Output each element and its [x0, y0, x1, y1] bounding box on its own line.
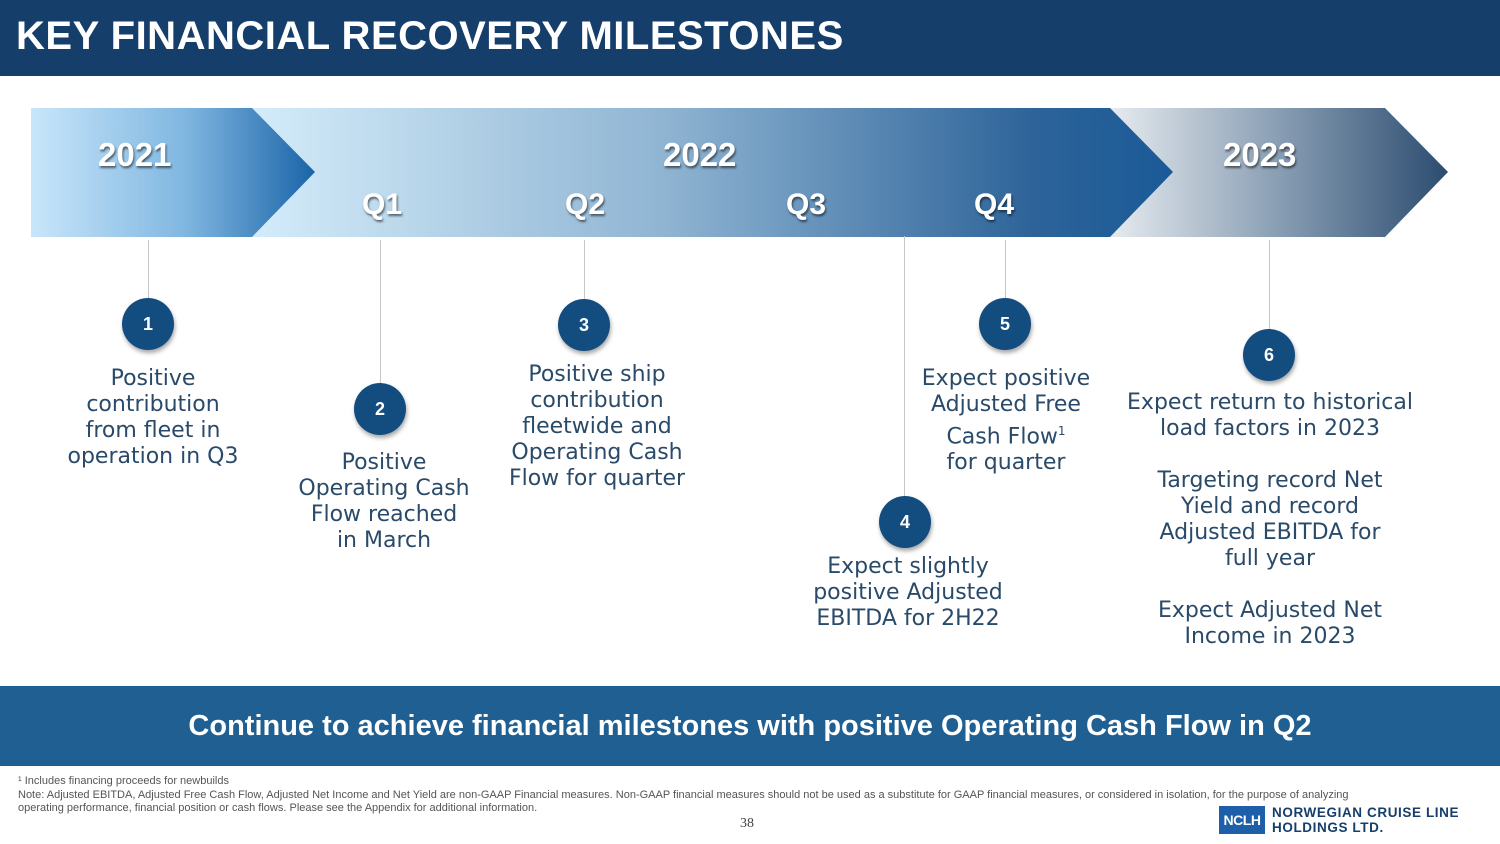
footnotes: ¹ Includes financing proceeds for newbui… — [18, 775, 1378, 816]
milestone-5-badge: 5 — [979, 298, 1031, 350]
milestone-3-text: Positive ship contribution fleetwide and… — [497, 362, 697, 492]
year-2022-label: 2022 — [663, 136, 737, 173]
page-number: 38 — [740, 816, 754, 831]
quarter-q1-label: Q1 — [362, 188, 403, 221]
page-title: KEY FINANCIAL RECOVERY MILESTONES — [16, 14, 844, 58]
milestone-6-badge: 6 — [1243, 329, 1295, 381]
logo-line-1: NORWEGIAN CRUISE LINE — [1272, 805, 1460, 820]
milestone-6-line: Expect return to historical — [1127, 390, 1413, 415]
year-2021-label: 2021 — [98, 136, 172, 173]
milestone-4-line: positive Adjusted — [813, 580, 1003, 605]
milestone-5-line: Expect positive — [921, 366, 1091, 391]
milestone-5-connector — [1005, 240, 1006, 300]
company-logo: NCLH NORWEGIAN CRUISE LINE HOLDINGS LTD. — [1219, 804, 1459, 836]
milestone-4-badge: 4 — [879, 496, 931, 548]
milestone-1-badge: 1 — [122, 298, 174, 350]
milestone-2-text: Positive Operating Cash Flow reached in … — [289, 450, 479, 554]
milestone-2-badge: 2 — [354, 383, 406, 435]
milestone-6-line: Income in 2023 — [1184, 624, 1356, 649]
milestone-4-text: Expect slightly positive Adjusted EBITDA… — [803, 554, 1013, 632]
logo-line-2: HOLDINGS LTD. — [1272, 820, 1384, 835]
milestone-3-line: Flow for quarter — [508, 466, 686, 491]
milestone-4-connector — [904, 236, 905, 498]
milestone-3-line: Operating Cash — [511, 440, 683, 465]
milestone-3-line: contribution — [530, 388, 664, 413]
quarter-q4-label: Q4 — [974, 188, 1015, 221]
milestone-6-text: Expect return to historical load factors… — [1125, 390, 1415, 650]
milestone-6-line: load factors in 2023 — [1160, 416, 1380, 441]
quarter-q3-label: Q3 — [786, 188, 827, 221]
milestone-5-line: for quarter — [946, 450, 1066, 476]
milestone-6-line: Adjusted EBITDA for — [1159, 520, 1381, 545]
milestone-5-text: Expect positive Adjusted Free Cash Flow1… — [910, 366, 1102, 476]
arrow-2022 — [252, 108, 1173, 237]
milestone-1-connector — [148, 240, 149, 300]
milestone-3-line: fleetwide and — [522, 414, 672, 439]
milestone-2-line: Positive — [341, 450, 427, 475]
milestone-2-line: in March — [336, 528, 432, 553]
milestone-1-line: contribution — [86, 392, 220, 417]
title-bar: KEY FINANCIAL RECOVERY MILESTONES — [0, 0, 1500, 76]
milestone-3-badge: 3 — [558, 299, 610, 351]
footnote-1: ¹ Includes financing proceeds for newbui… — [18, 775, 229, 787]
logo-wordmark: NORWEGIAN CRUISE LINE HOLDINGS LTD. — [1272, 805, 1459, 835]
summary-banner-text: Continue to achieve financial milestones… — [188, 709, 1312, 742]
milestone-4-line: Expect slightly — [827, 554, 989, 579]
nclh-logo-mark: NCLH — [1219, 806, 1265, 834]
year-2023-label: 2023 — [1223, 136, 1297, 173]
timeline-arrows — [31, 108, 1448, 237]
footnote-marker: 1 — [1057, 424, 1066, 438]
milestone-6-connector — [1269, 240, 1270, 330]
footnote-note: Note: Adjusted EBITDA, Adjusted Free Cas… — [18, 788, 1349, 815]
milestone-5-line: Cash Flow1 — [910, 418, 1102, 450]
milestone-1-line: from fleet in — [85, 418, 221, 443]
milestone-2-connector — [380, 240, 381, 385]
milestone-6-line: full year — [1225, 546, 1315, 571]
milestone-5-cash-flow: Cash Flow — [946, 424, 1058, 450]
milestone-2-line: Operating Cash — [298, 476, 470, 501]
arrow-2023 — [1105, 108, 1448, 237]
milestone-6-line: Expect Adjusted Net — [1157, 598, 1383, 623]
milestone-6-line: Yield and record — [1180, 494, 1360, 519]
milestone-5-line: Adjusted Free — [931, 392, 1081, 417]
summary-banner: Continue to achieve financial milestones… — [0, 686, 1500, 766]
milestone-4-line: EBITDA for 2H22 — [816, 606, 1000, 631]
milestone-6-line: Targeting record Net — [1157, 468, 1383, 493]
milestone-3-line: Positive ship — [528, 362, 666, 387]
quarter-q2-label: Q2 — [565, 188, 606, 221]
arrow-2021 — [31, 108, 315, 237]
milestone-2-line: Flow reached — [310, 502, 458, 527]
milestone-3-connector — [584, 240, 585, 300]
milestone-1-line: Positive — [110, 366, 196, 391]
milestone-1-text: Positive contribution from fleet in oper… — [58, 366, 248, 470]
milestone-1-line: operation in Q3 — [67, 444, 239, 469]
